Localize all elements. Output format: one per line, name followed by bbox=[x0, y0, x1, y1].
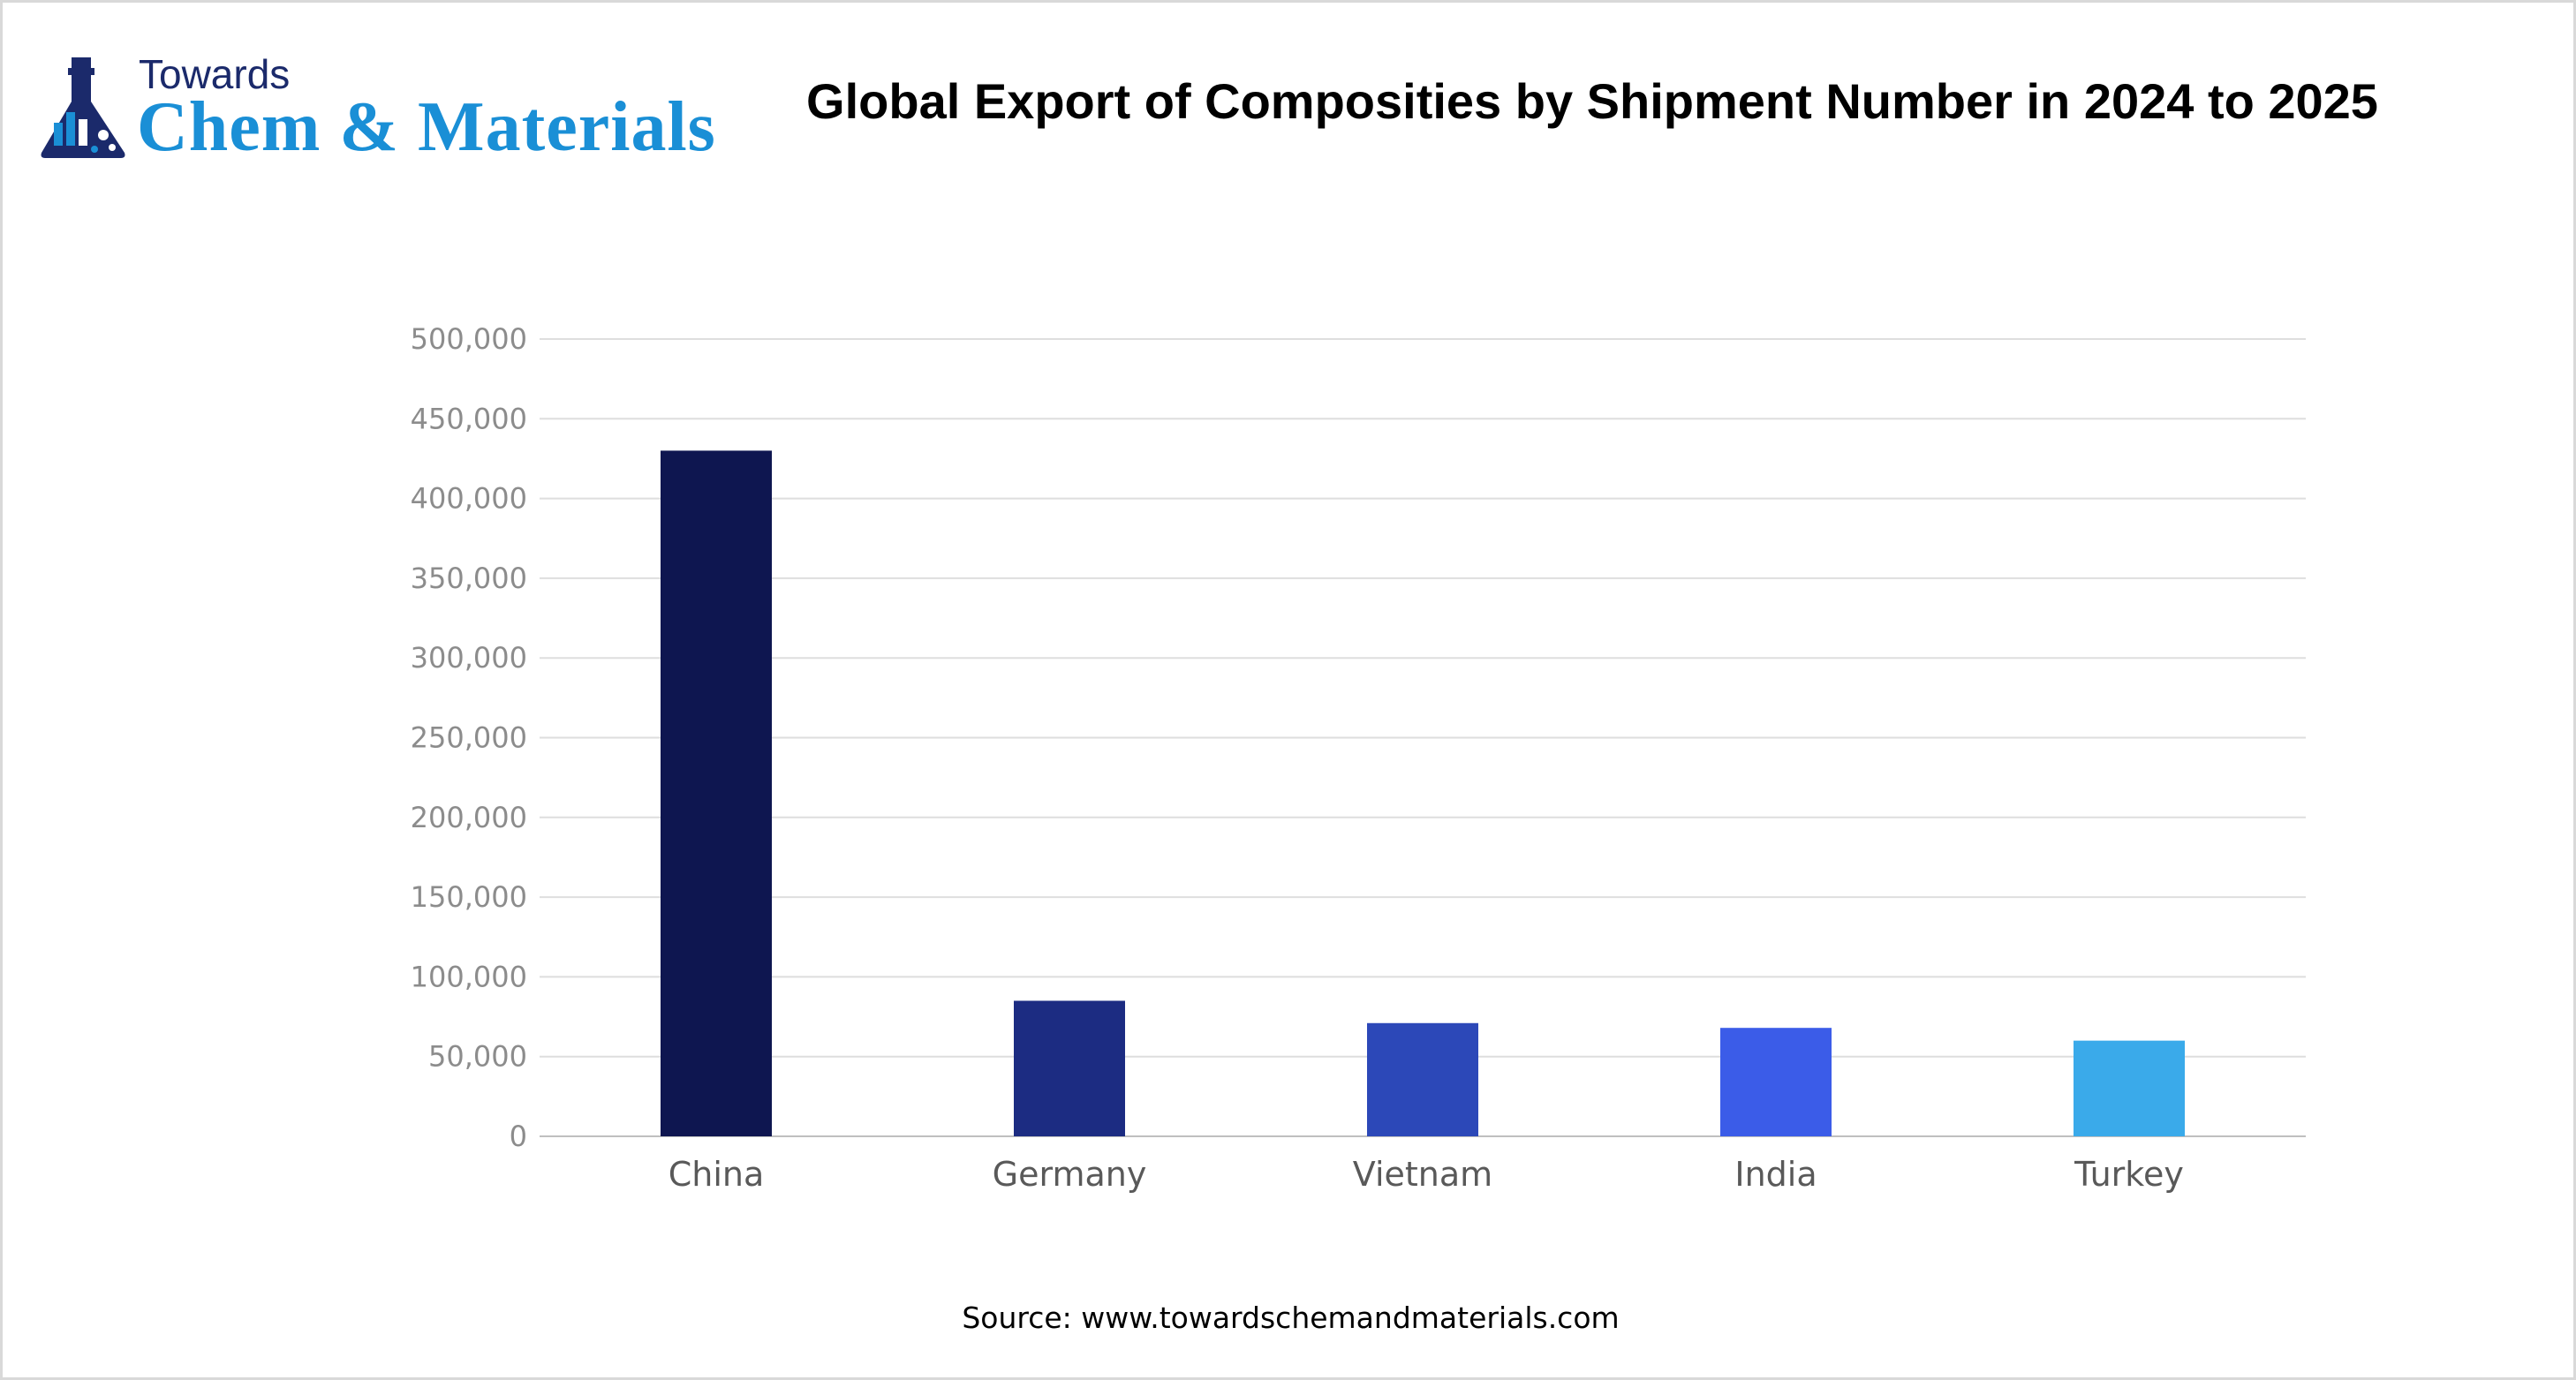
chart-title: Global Export of Composities by Shipment… bbox=[806, 73, 2378, 129]
y-tick-label: 150,000 bbox=[411, 880, 527, 914]
y-tick-label: 500,000 bbox=[411, 322, 527, 356]
x-category-label: Vietnam bbox=[1353, 1155, 1492, 1194]
y-tick-label: 200,000 bbox=[411, 801, 527, 834]
x-category-label: China bbox=[669, 1155, 765, 1194]
source-note: Source: www.towardschemandmaterials.com bbox=[962, 1301, 1620, 1335]
y-tick-label: 100,000 bbox=[411, 960, 527, 993]
bar bbox=[1367, 1022, 1478, 1136]
bar bbox=[1720, 1028, 1832, 1136]
y-tick-label: 450,000 bbox=[411, 402, 527, 435]
bar bbox=[661, 450, 772, 1136]
logo-text-main: Chem & Materials bbox=[137, 88, 716, 166]
x-category-label: Germany bbox=[993, 1155, 1147, 1194]
y-tick-label: 350,000 bbox=[411, 562, 527, 595]
bar bbox=[1014, 1000, 1125, 1136]
flask-icon bbox=[41, 57, 125, 158]
x-category-label: India bbox=[1734, 1155, 1817, 1194]
bar-chart: 0 50,000 100,000 150,000 200,000 250,000 300,0… bbox=[411, 322, 2306, 1194]
bar bbox=[2074, 1040, 2185, 1136]
y-tick-label: 50,000 bbox=[428, 1040, 527, 1074]
y-tick-label: 250,000 bbox=[411, 721, 527, 755]
x-category-label: Turkey bbox=[2074, 1155, 2184, 1194]
brand-logo: Towards Chem & Materials bbox=[38, 51, 715, 167]
logo-text-top: Towards bbox=[139, 51, 291, 97]
y-tick-label: 0 bbox=[510, 1120, 527, 1153]
y-tick-label: 300,000 bbox=[411, 641, 527, 675]
y-tick-label: 400,000 bbox=[411, 482, 527, 516]
